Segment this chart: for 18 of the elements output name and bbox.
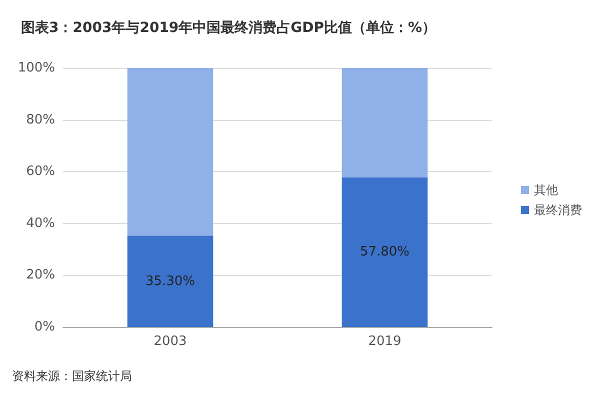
bar (342, 177, 428, 327)
bar (127, 236, 214, 327)
x-tick-label: 2019 (368, 334, 402, 349)
x-tick-label: 2003 (154, 334, 187, 349)
text: 资料来源：国家统计局 (12, 369, 132, 383)
legend-label: 其他 (534, 183, 558, 197)
y-tick-label: 20% (26, 268, 55, 283)
y-tick-label: 60% (26, 164, 55, 180)
chart-title: 图表3：2003年与2019年中国最终消费占GDP比值（单位：%） (21, 20, 436, 36)
legend-label: 最终消费 (534, 203, 582, 217)
data-label: 35.30% (145, 274, 196, 289)
data-label: 57.80% (360, 244, 410, 260)
y-tick-label: 40% (26, 216, 55, 231)
y-tick-label: 80% (26, 112, 55, 128)
y-tick-label: 0% (34, 320, 55, 334)
bar (127, 68, 214, 236)
y-tick-label: 100% (18, 60, 55, 76)
bar (342, 68, 428, 178)
